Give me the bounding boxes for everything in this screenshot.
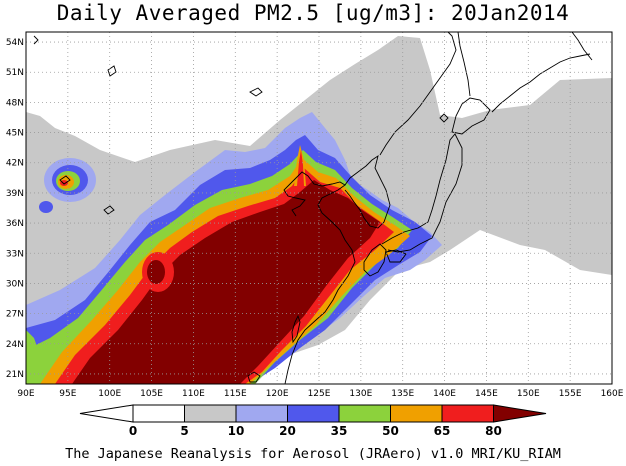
plot-frame: [25, 31, 613, 385]
contour-gt80: [72, 180, 380, 384]
lat-tick-label: 21N: [6, 370, 24, 380]
latitude-tick-labels: 21N 24N 27N 30N 33N 36N 39N 42N 45N 48N 51N 54N: [6, 38, 24, 380]
lat-tick-label: 27N: [6, 310, 24, 320]
hotspot-sichuan-dred: [147, 260, 165, 284]
lat-tick-label: 30N: [6, 279, 24, 289]
colorbar-arrow-low: [79, 404, 134, 423]
lat-tick-label: 45N: [6, 129, 24, 139]
coastline-taiwan: [291, 314, 301, 344]
lake-lop: [59, 175, 71, 185]
longitude-tick-labels: 90E 95E 100E 105E 110E 115E 120E 125E 130E 135E 14…: [17, 389, 623, 399]
lon-tick-label: 100E: [98, 389, 121, 399]
lon-tick-label: 115E: [224, 389, 247, 399]
lat-tick-label: 36N: [6, 219, 24, 229]
lat-tick-label: 51N: [6, 68, 24, 78]
lat-tick-label: 39N: [6, 189, 24, 199]
coastline-china: [283, 171, 356, 384]
lon-tick-label: 125E: [308, 389, 331, 399]
southwest-edge-green: [26, 330, 40, 384]
lon-tick-label: 130E: [349, 389, 372, 399]
colorbar-tick-label: 20: [279, 424, 296, 438]
colorbar-segment: [338, 404, 391, 423]
coastline-hainan: [247, 371, 261, 383]
coastline-japan-honshu: [381, 133, 463, 253]
coastlines: [33, 32, 593, 384]
lon-tick-label: 155E: [559, 389, 582, 399]
concentration-field: [26, 36, 612, 384]
lake-baikal-east: [249, 87, 263, 97]
lat-tick-label: 33N: [6, 249, 24, 259]
lon-tick-label: 105E: [140, 389, 163, 399]
lat-tick-label: 42N: [6, 159, 24, 169]
lon-tick-label: 120E: [266, 389, 289, 399]
colorbar-tick-label: 50: [382, 424, 399, 438]
colorbar-tick-label: 35: [331, 424, 348, 438]
coastline-japan-kyushu: [363, 243, 387, 277]
coastline-kuril: [491, 53, 591, 113]
lon-tick-label: 160E: [601, 389, 624, 399]
colorbar-segment: [390, 404, 443, 423]
lon-tick-label: 145E: [475, 389, 498, 399]
credit-line: The Japanese Reanalysis for Aerosol (JRA…: [65, 446, 561, 462]
coastline-russia: [379, 32, 457, 156]
colorbar-segment: [184, 404, 237, 423]
lake-khanka: [439, 113, 449, 123]
lon-tick-label: 95E: [59, 389, 76, 399]
colorbar-segment: [132, 404, 185, 423]
coastline-sakhalin: [457, 32, 471, 97]
lake-qinghai: [103, 205, 115, 215]
lon-tick-label: 150E: [517, 389, 540, 399]
colorbar-tick-label: 65: [434, 424, 451, 438]
coastline-hokkaido: [451, 97, 491, 135]
lat-tick-label: 24N: [6, 340, 24, 350]
colorbar-tick-label: 10: [228, 424, 245, 438]
colorbar-segment: [287, 404, 340, 423]
colorbar-tick-label: 5: [180, 424, 188, 438]
map-title: Daily Averaged PM2.5 [ug/m3]: 20Jan2014: [56, 1, 570, 25]
hotspot-beijing-core: [297, 150, 304, 186]
lake-hulun: [107, 65, 117, 77]
lat-tick-label: 54N: [6, 38, 24, 48]
hotspot-small-blue: [39, 201, 53, 213]
lat-tick-label: 48N: [6, 98, 24, 108]
lake-balkhash: [33, 35, 39, 45]
lon-tick-label: 140E: [433, 389, 456, 399]
lon-tick-label: 135E: [391, 389, 414, 399]
colorbar-segment: [441, 404, 494, 423]
lon-tick-label: 110E: [182, 389, 205, 399]
colorbar-tick-label: 0: [129, 424, 137, 438]
colorbar-tick-label: 80: [485, 424, 502, 438]
colorbar: 0 5 10 20 35 50 65 80: [79, 404, 547, 438]
coastline-japan-shikoku: [385, 249, 407, 263]
lon-tick-label: 90E: [17, 389, 34, 399]
coastline-korea: [344, 154, 391, 229]
colorbar-segment: [235, 404, 288, 423]
coastline-kamchatka: [571, 32, 593, 61]
colorbar-arrow-high: [493, 404, 547, 423]
grid-lines: [26, 32, 612, 384]
